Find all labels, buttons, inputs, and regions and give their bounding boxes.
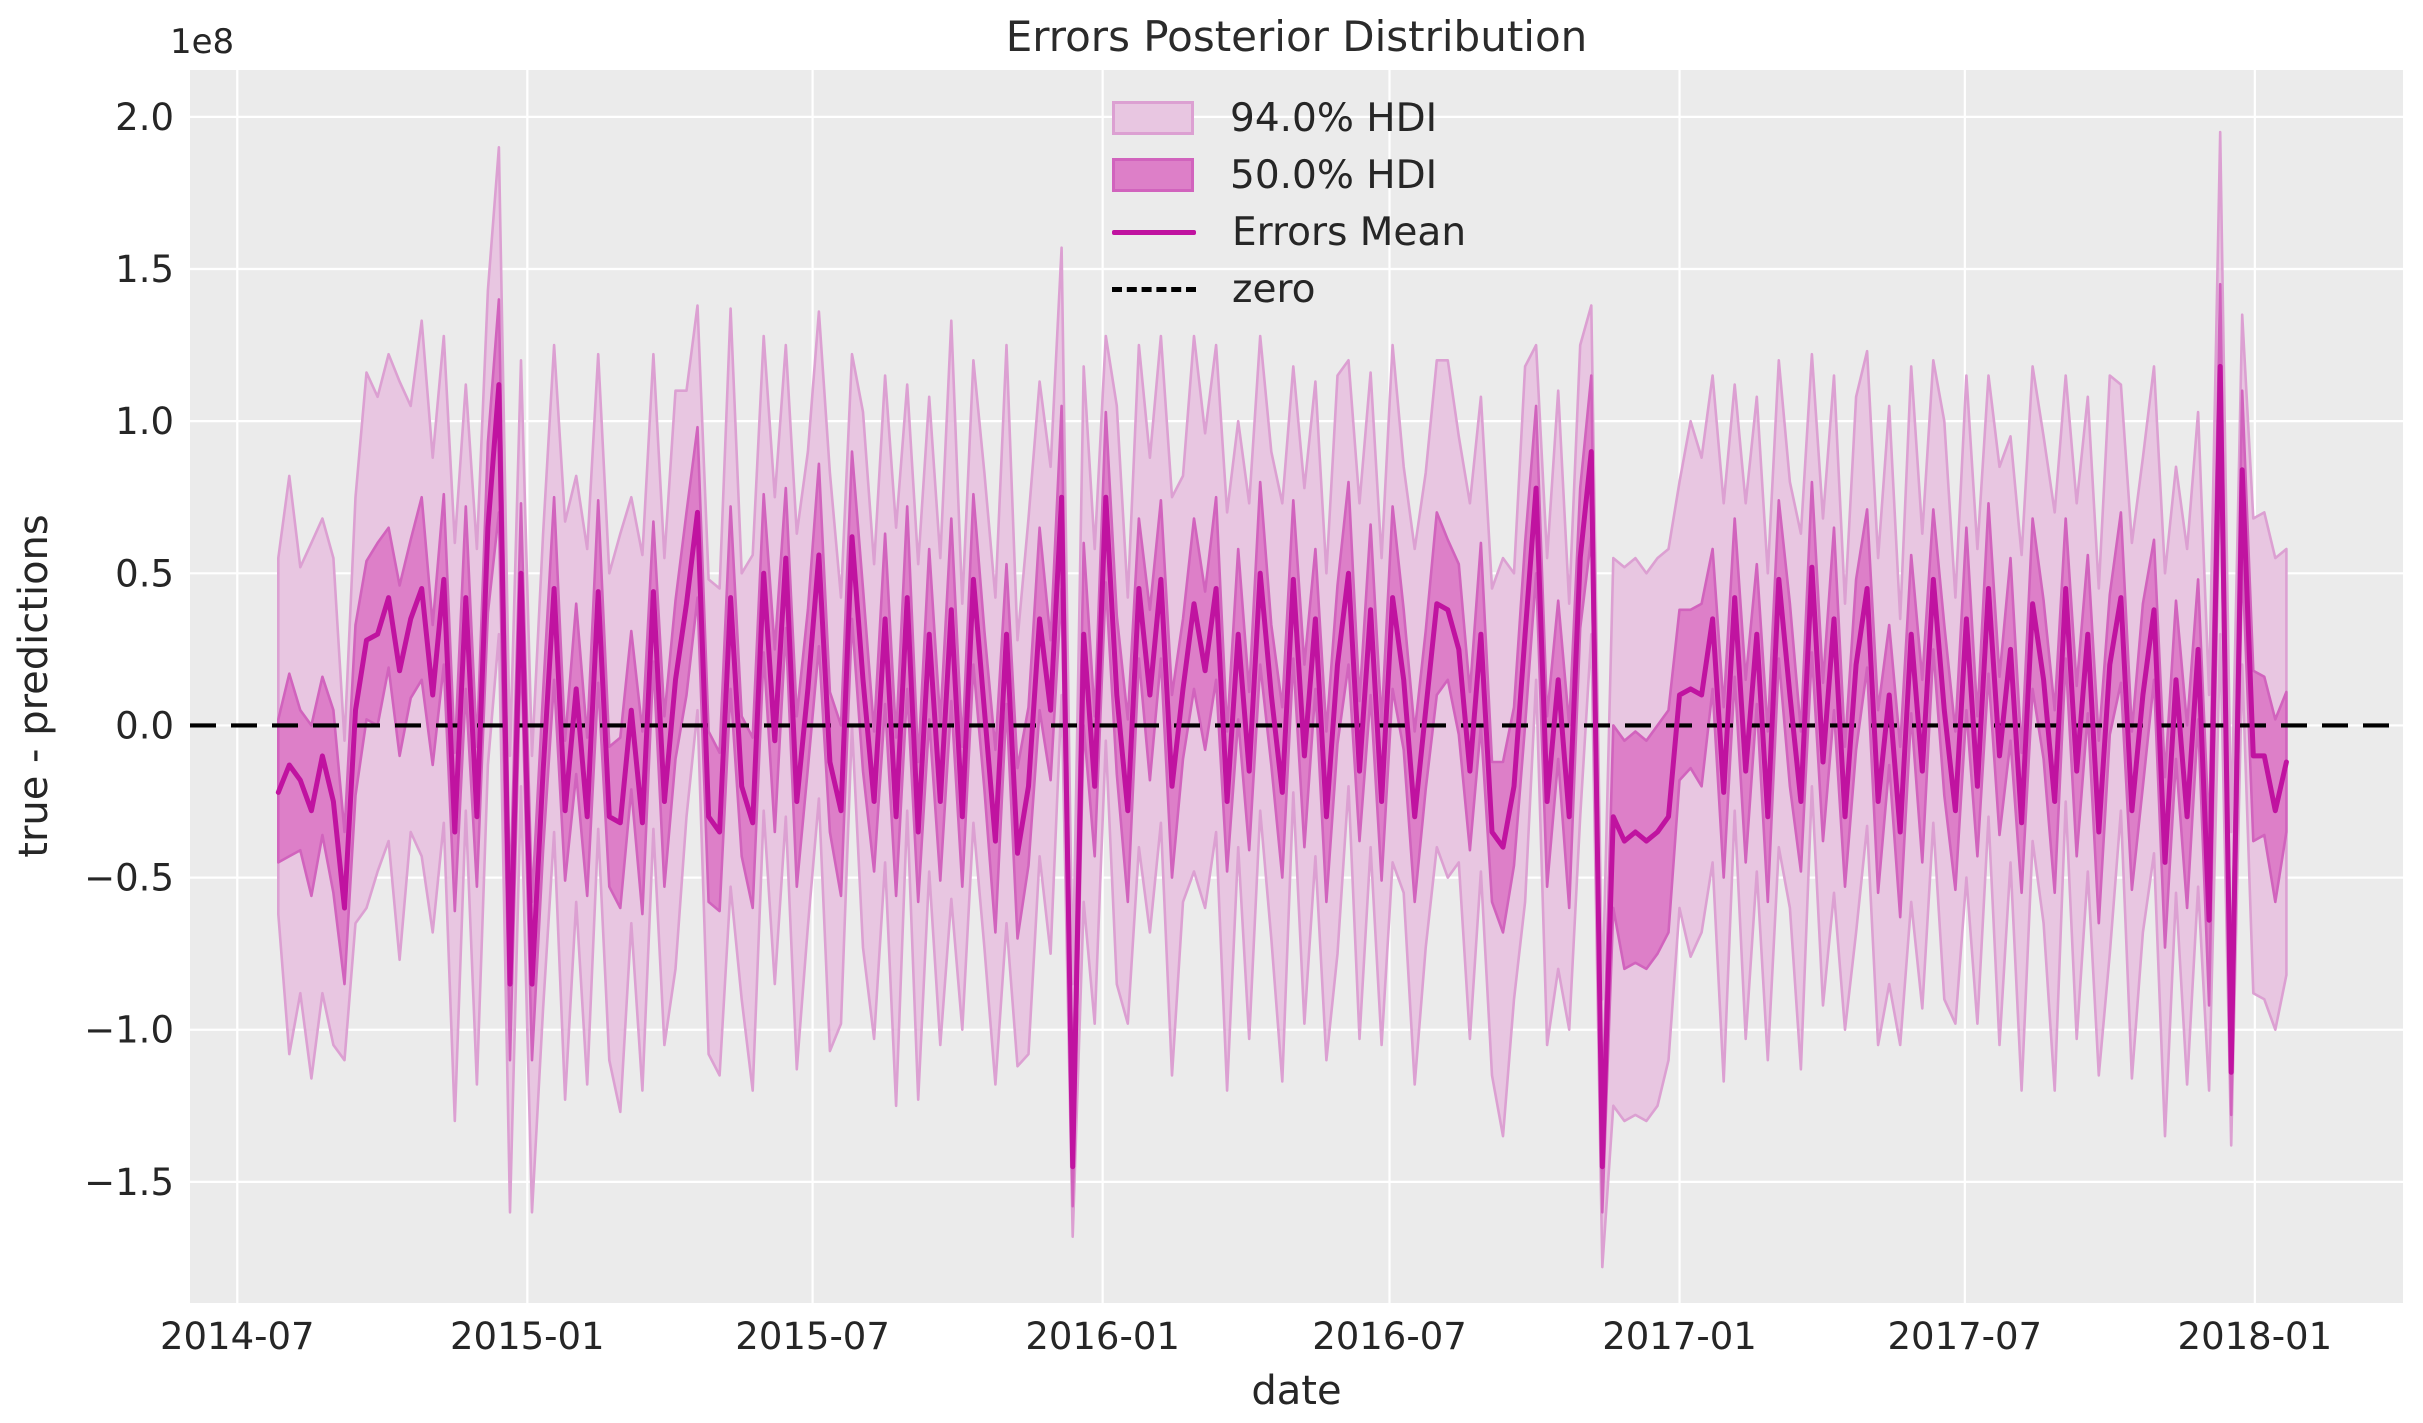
y-axis-label: true - predictions xyxy=(11,514,57,858)
x-tick-label: 2017-07 xyxy=(1888,1315,2043,1358)
hdi50-swatch-icon xyxy=(1112,158,1194,192)
legend-label-hdi50: 50.0% HDI xyxy=(1230,152,1438,198)
y-tick-label: −1.5 xyxy=(84,1161,174,1204)
x-tick-label: 2016-07 xyxy=(1312,1315,1467,1358)
legend-item-zero: zero xyxy=(1112,266,1466,312)
x-tick-label: 2018-01 xyxy=(2178,1315,2333,1358)
zero-line-swatch-icon xyxy=(1112,286,1196,292)
mean-line xyxy=(275,363,2289,1170)
x-tick-label: 2015-01 xyxy=(450,1315,605,1358)
x-tick-label: 2015-07 xyxy=(735,1315,890,1358)
legend-item-mean: Errors Mean xyxy=(1112,209,1467,255)
mean-line-swatch-icon xyxy=(1112,229,1196,235)
chart-title: Errors Posterior Distribution xyxy=(1005,12,1588,61)
legend-item-hdi94: 94.0% HDI xyxy=(1112,95,1466,141)
y-tick-label: 2.0 xyxy=(115,96,174,139)
legend: 94.0% HDI 50.0% HDI Errors Mean zero xyxy=(1112,95,1467,312)
y-axis-offset-label: 1e8 xyxy=(170,22,235,62)
legend-label-zero: zero xyxy=(1232,266,1316,312)
legend-label-hdi94: 94.0% HDI xyxy=(1230,95,1438,141)
legend-label-mean: Errors Mean xyxy=(1232,209,1467,255)
y-tick-label: −1.0 xyxy=(84,1009,174,1052)
x-tick-label: 2014-07 xyxy=(160,1315,315,1358)
x-tick-label: 2016-01 xyxy=(1025,1315,1180,1358)
x-axis-label: date xyxy=(1251,1368,1342,1414)
y-tick-label: 1.5 xyxy=(115,248,174,291)
y-tick-label: 0.5 xyxy=(115,552,174,595)
y-tick-label: −0.5 xyxy=(84,857,174,900)
y-tick-label: 0.0 xyxy=(115,704,174,747)
legend-item-hdi50: 50.0% HDI xyxy=(1112,152,1466,198)
y-tick-label: 1.0 xyxy=(115,400,174,443)
hdi94-swatch-icon xyxy=(1112,101,1194,135)
x-tick-label: 2017-01 xyxy=(1602,1315,1757,1358)
